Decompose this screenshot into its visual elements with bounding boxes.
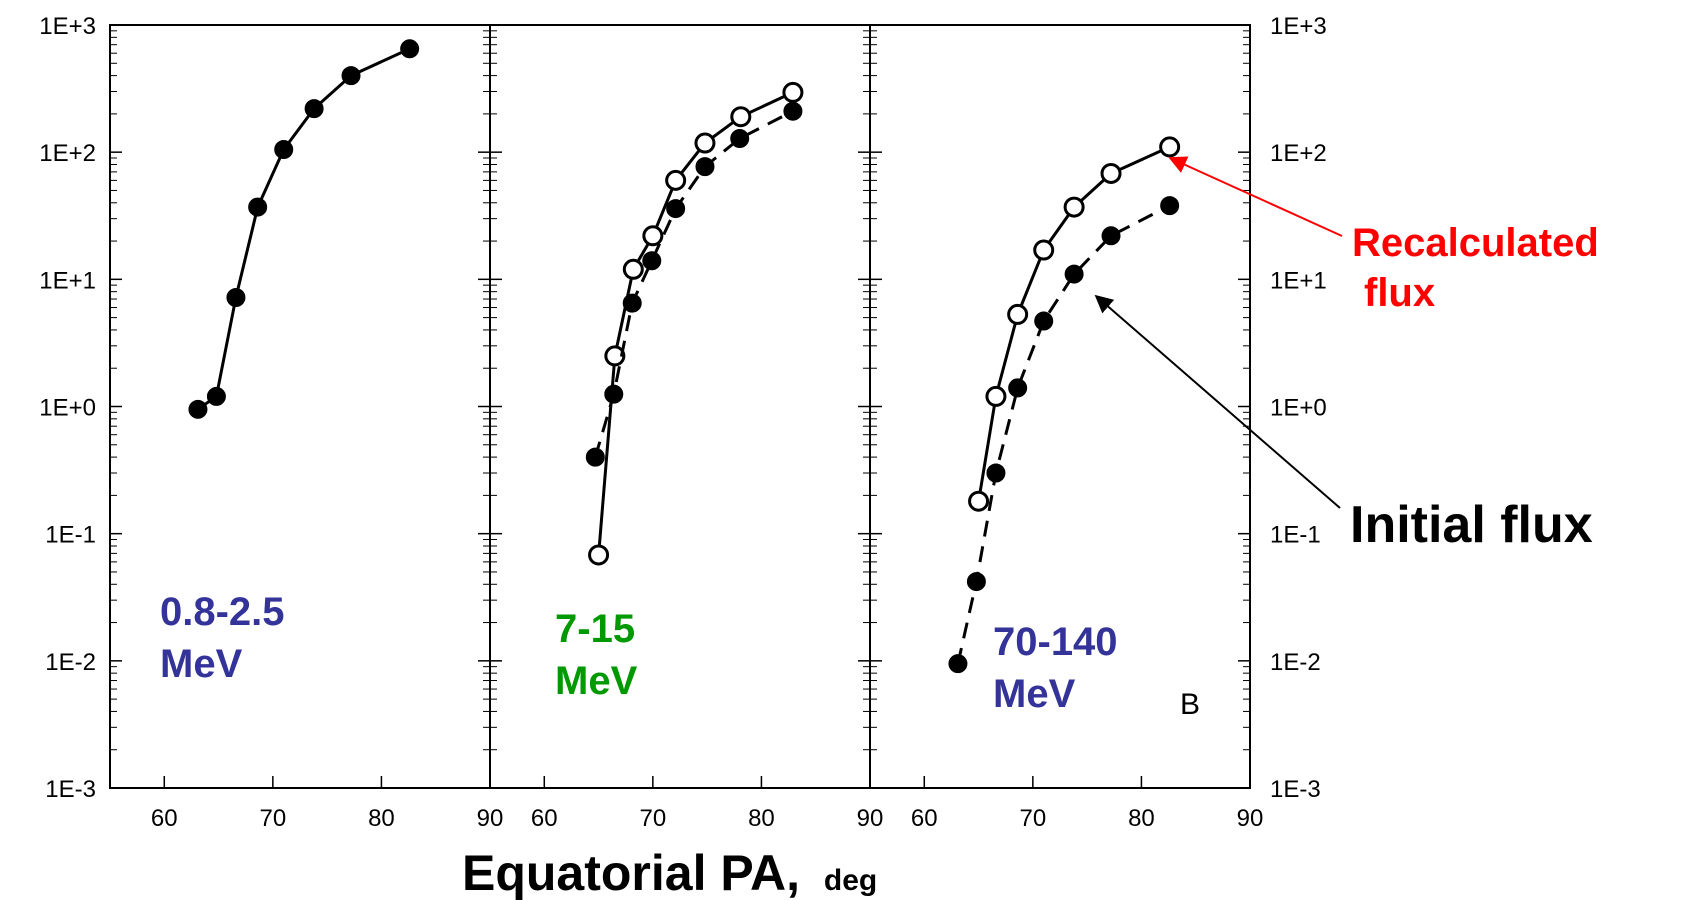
- data-point: [642, 225, 664, 247]
- y-tick-labels-left: 1E+3 1E+2 1E+1 1E+0 1E-1 1E-2 1E-3: [39, 13, 96, 803]
- x-axis-label-main: Equatorial PA,: [462, 845, 800, 900]
- data-point: [1033, 239, 1055, 261]
- data-point: [783, 101, 803, 121]
- x-tick-label: 60: [151, 805, 178, 832]
- data-point: [1160, 196, 1180, 216]
- data-point: [665, 169, 687, 191]
- data-series: [188, 39, 1181, 674]
- panel-corner-letter: B: [1180, 688, 1200, 721]
- y-tick-label-left: 1E+2: [39, 140, 96, 167]
- data-point: [968, 490, 990, 512]
- data-point: [274, 139, 294, 159]
- data-point: [666, 199, 686, 219]
- x-axis-label-unit: deg: [824, 864, 877, 897]
- x-tick-label: 80: [368, 805, 395, 832]
- x-tick-label: 70: [1020, 805, 1047, 832]
- data-point: [1100, 162, 1122, 184]
- data-point: [642, 251, 662, 271]
- panel-label-3-line2: MeV: [993, 672, 1076, 716]
- data-point: [622, 293, 642, 313]
- annotation-recalculated-arrow: [1168, 156, 1343, 237]
- y-tick-label-right: 1E-1: [1270, 522, 1321, 549]
- data-point: [694, 132, 716, 154]
- y-tick-label-right: 1E+1: [1270, 267, 1327, 294]
- data-point: [730, 106, 752, 128]
- x-tick-label: 60: [531, 805, 558, 832]
- data-point: [986, 463, 1006, 483]
- data-point: [948, 654, 968, 674]
- data-point: [730, 129, 750, 149]
- data-point: [1159, 136, 1181, 158]
- data-point: [206, 386, 226, 406]
- x-tick-label: 70: [640, 805, 667, 832]
- panel-labels: 0.8-2.5 MeV 7-15 MeV 70-140 MeV B: [160, 590, 1200, 721]
- x-tick-label: 90: [477, 805, 504, 832]
- series-line-panel2-2: [593, 109, 794, 458]
- annotation-initial-text: Initial flux: [1350, 496, 1593, 554]
- annotation-initial: Initial flux: [1094, 294, 1593, 554]
- annotation-initial-arrow: [1094, 294, 1341, 509]
- y-tick-label-right: 1E-2: [1270, 649, 1321, 676]
- data-point: [1063, 196, 1085, 218]
- y-tick-label-left: 1E-3: [45, 776, 96, 803]
- y-tick-label-right: 1E+0: [1270, 395, 1327, 422]
- data-point: [622, 258, 644, 280]
- y-tick-label-right: 1E-3: [1270, 776, 1321, 803]
- data-point: [1008, 378, 1028, 398]
- x-axis-label: Equatorial PA, deg: [462, 845, 877, 900]
- data-point: [588, 544, 610, 566]
- y-tick-label-left: 1E+1: [39, 267, 96, 294]
- x-tick-label: 60: [911, 805, 938, 832]
- annotation-recalculated-line1: Recalculated: [1352, 221, 1599, 265]
- x-tick-label: 90: [1237, 805, 1264, 832]
- y-tick-label-right: 1E+3: [1270, 13, 1327, 40]
- data-point: [1034, 311, 1054, 331]
- y-tick-labels-right: 1E+3 1E+2 1E+1 1E+0 1E-1 1E-2 1E-3: [1270, 13, 1327, 803]
- x-tick-label: 80: [1128, 805, 1155, 832]
- data-point: [985, 385, 1007, 407]
- data-point: [966, 572, 986, 592]
- panel-label-1-line1: 0.8-2.5: [160, 590, 285, 634]
- data-point: [782, 81, 804, 103]
- panel-label-2-line1: 7-15: [555, 607, 635, 651]
- annotation-recalculated-line2: flux: [1364, 271, 1435, 315]
- y-tick-label-left: 1E-1: [45, 522, 96, 549]
- data-point: [1101, 226, 1121, 246]
- data-point: [304, 99, 324, 119]
- data-point: [1007, 303, 1029, 325]
- y-tick-label-right: 1E+2: [1270, 140, 1327, 167]
- data-point: [695, 157, 715, 177]
- data-point: [604, 384, 624, 404]
- panel-label-2-line2: MeV: [555, 659, 638, 703]
- plot-frames: [109, 24, 1251, 789]
- data-point: [248, 197, 268, 217]
- y-tick-label-left: 1E+3: [39, 13, 96, 40]
- data-point: [188, 399, 208, 419]
- x-tick-label: 90: [857, 805, 884, 832]
- data-point: [585, 447, 605, 467]
- x-tick-label: 80: [748, 805, 775, 832]
- panel-label-1-line2: MeV: [160, 642, 243, 686]
- y-tick-label-left: 1E-2: [45, 649, 96, 676]
- data-point: [341, 66, 361, 86]
- data-point: [400, 39, 420, 59]
- x-tick-labels: 60 70 80 90 60 70 80 90 60 70 80 90: [151, 805, 1263, 832]
- panel-frame-2: [489, 24, 871, 789]
- y-tick-label-left: 1E+0: [39, 395, 96, 422]
- data-point: [226, 287, 246, 307]
- data-point: [604, 345, 626, 367]
- panel-label-3-line1: 70-140: [993, 620, 1118, 664]
- data-point: [1064, 264, 1084, 284]
- annotation-recalculated: Recalculated flux: [1168, 156, 1599, 315]
- series-line-panel1-1: [197, 47, 411, 411]
- x-tick-label: 70: [260, 805, 287, 832]
